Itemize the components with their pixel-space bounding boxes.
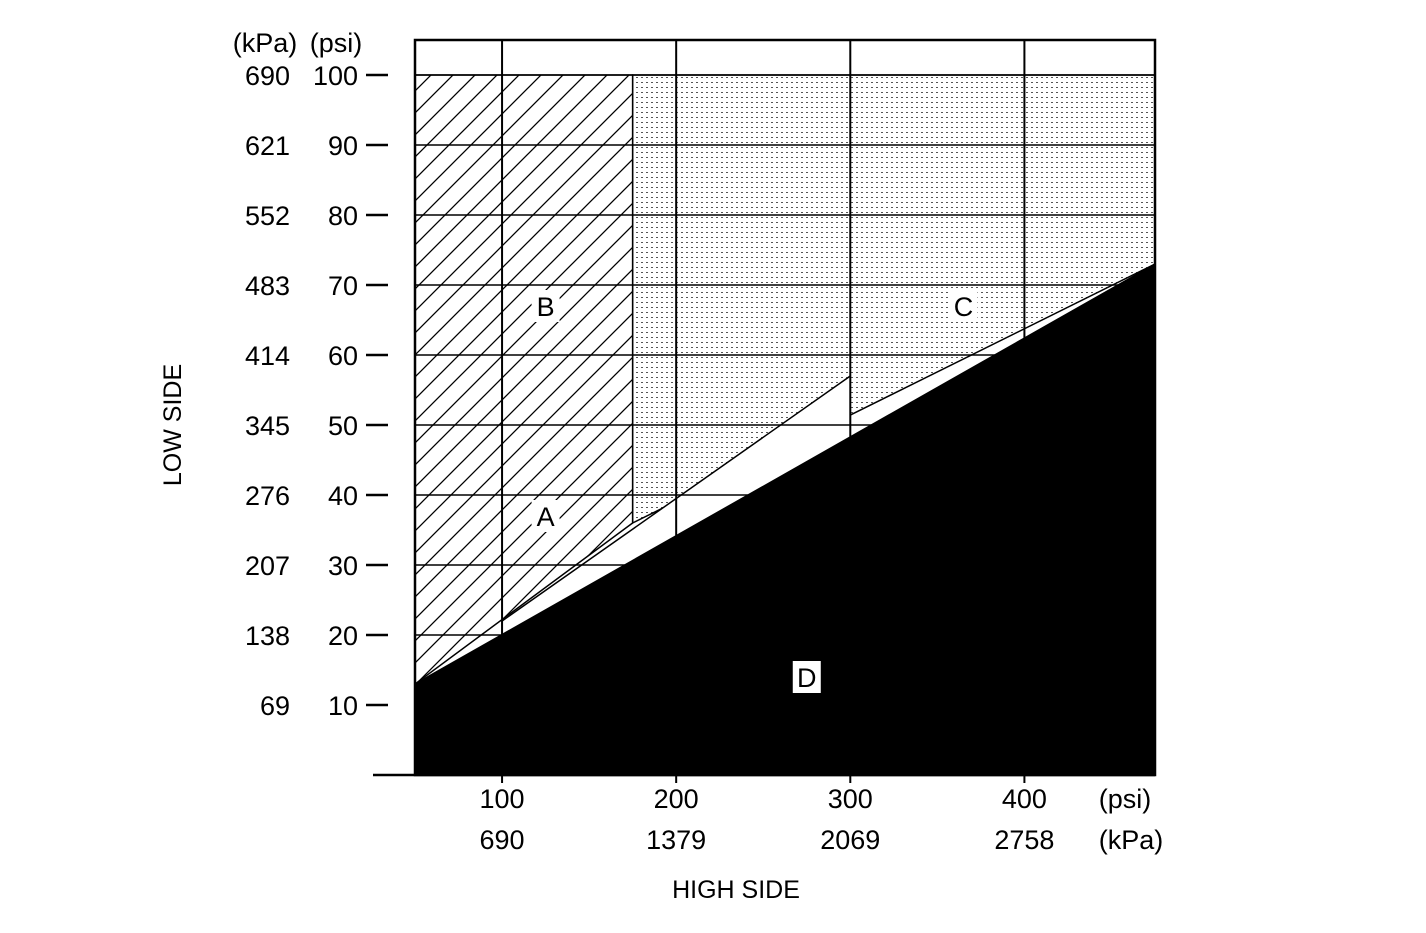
region-label-a: A xyxy=(537,502,555,532)
y-tick-label-psi-80: 80 xyxy=(328,201,358,231)
y-axis: 10 69 20 138 30 207 40 276 50 345 60 414 70 483 80 552 9… xyxy=(245,61,388,721)
region-label-bg-a xyxy=(531,500,560,532)
y-tick-label-kpa-207: 207 xyxy=(245,551,290,581)
x-tick-label-psi-300: 300 xyxy=(828,784,873,814)
region-label-bg-d xyxy=(792,661,821,693)
x-tick-label-kpa-2069: 2069 xyxy=(820,825,880,855)
x-tick-label-kpa-2758: 2758 xyxy=(994,825,1054,855)
x-tick-label-psi-100: 100 xyxy=(480,784,525,814)
y-tick-label-kpa-276: 276 xyxy=(245,481,290,511)
y-tick-label-kpa-138: 138 xyxy=(245,621,290,651)
y-unit-secondary: (kPa) xyxy=(233,28,298,58)
y-tick-label-kpa-345: 345 xyxy=(245,411,290,441)
x-axis: 100 690 200 1379 300 2069 400 2758 xyxy=(373,773,1155,855)
x-tick-label-psi-400: 400 xyxy=(1002,784,1047,814)
y-tick-label-psi-20: 20 xyxy=(328,621,358,651)
y-tick-label-kpa-552: 552 xyxy=(245,201,290,231)
x-unit-primary: (psi) xyxy=(1099,784,1152,814)
y-tick-label-kpa-69: 69 xyxy=(260,691,290,721)
y-tick-label-psi-30: 30 xyxy=(328,551,358,581)
y-tick-label-psi-100: 100 xyxy=(313,61,358,91)
region-d xyxy=(415,263,1155,775)
region-labels: A B C D xyxy=(531,290,978,693)
y-tick-label-kpa-690: 690 xyxy=(245,61,290,91)
y-tick-label-psi-40: 40 xyxy=(328,481,358,511)
region-label-d: D xyxy=(797,663,817,693)
x-tick-label-kpa-1379: 1379 xyxy=(646,825,706,855)
y-tick-label-psi-50: 50 xyxy=(328,411,358,441)
y-tick-label-psi-10: 10 xyxy=(328,691,358,721)
x-axis-title: HIGH SIDE xyxy=(672,876,800,904)
y-tick-label-psi-70: 70 xyxy=(328,271,358,301)
x-unit-secondary: (kPa) xyxy=(1099,825,1164,855)
y-tick-label-psi-90: 90 xyxy=(328,131,358,161)
y-tick-label-kpa-483: 483 xyxy=(245,271,290,301)
x-tick-label-kpa-690: 690 xyxy=(480,825,525,855)
y-axis-title: LOW SIDE xyxy=(159,364,187,486)
region-label-bg-c xyxy=(949,290,978,322)
region-label-b: B xyxy=(537,292,555,322)
region-label-bg-b xyxy=(531,290,560,322)
x-tick-label-psi-200: 200 xyxy=(654,784,699,814)
region-label-c: C xyxy=(954,292,974,322)
y-unit-primary: (psi) xyxy=(310,28,363,58)
y-tick-label-kpa-414: 414 xyxy=(245,341,290,371)
y-tick-label-psi-60: 60 xyxy=(328,341,358,371)
y-tick-label-kpa-621: 621 xyxy=(245,131,290,161)
